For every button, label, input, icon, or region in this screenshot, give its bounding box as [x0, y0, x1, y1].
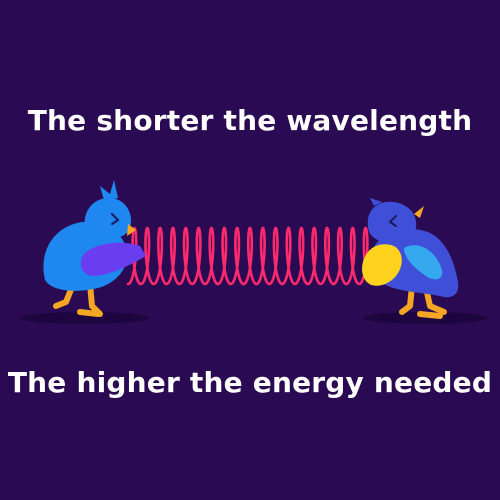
spring-wave-icon	[126, 226, 374, 286]
left-bird-shadow	[20, 312, 150, 324]
right-bird-shadow	[363, 312, 487, 324]
left-bird-icon	[43, 180, 146, 317]
headline-top: The shorter the wavelength	[27, 104, 473, 137]
right-bird-icon	[362, 198, 459, 319]
wave-line	[126, 226, 374, 286]
headline-bottom: The higher the energy needed	[7, 366, 493, 399]
